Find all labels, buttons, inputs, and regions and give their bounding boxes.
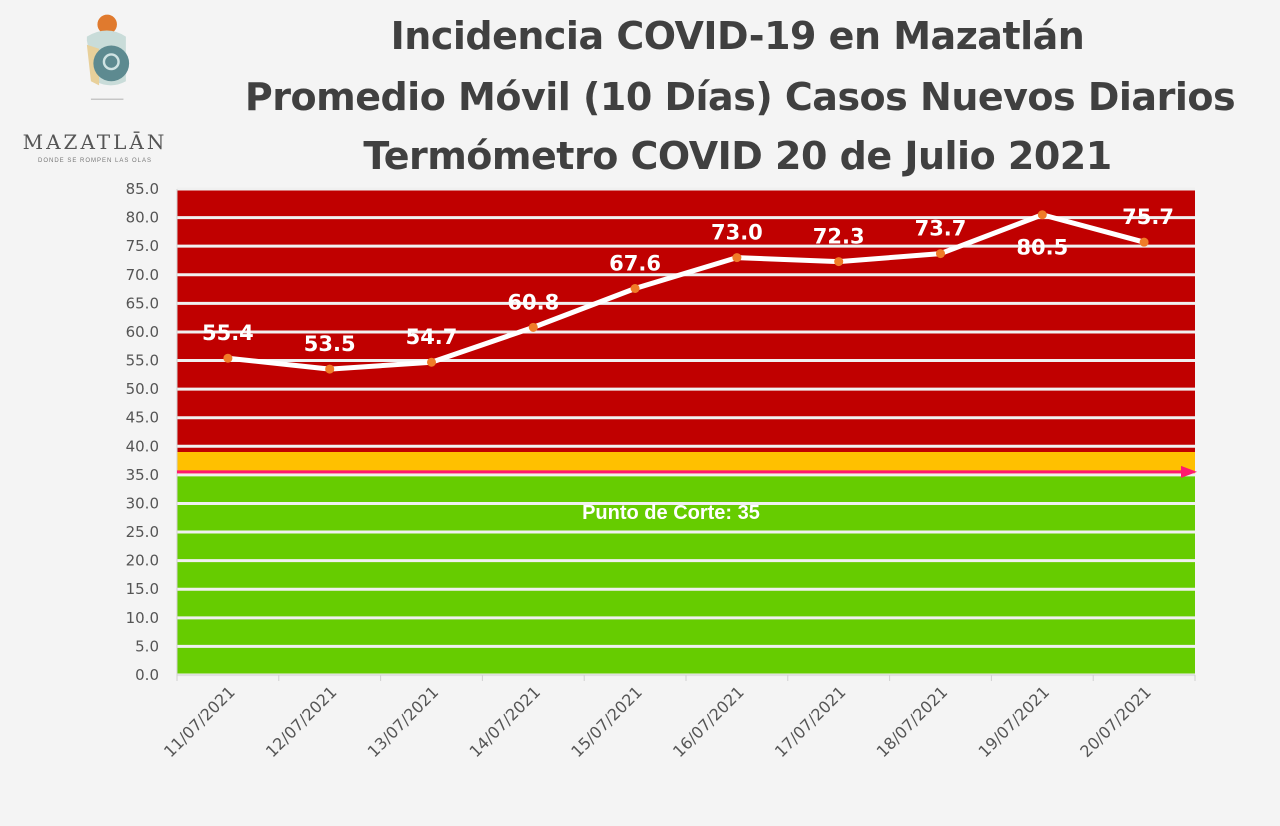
chart-title-line2: Promedio Móvil (10 Días) Casos Nuevos Di… [244, 75, 1236, 119]
data-point [223, 353, 233, 363]
y-tick-label: 40.0 [126, 437, 159, 455]
y-tick-label: 25.0 [126, 523, 159, 541]
series-line [227, 212, 1145, 372]
data-point [630, 283, 640, 293]
y-tick-label: 35.0 [126, 466, 159, 484]
data-label: 60.8 [507, 290, 559, 314]
band-0 [177, 189, 1195, 453]
y-tick-label: 60.0 [126, 323, 159, 341]
y-tick-label: 10.0 [126, 609, 159, 627]
data-point [528, 322, 538, 332]
y-tick-label: 75.0 [126, 237, 159, 255]
x-tick-label: 13/07/2021 [364, 682, 443, 761]
data-point [732, 253, 742, 263]
data-label: 55.4 [202, 321, 254, 345]
chart-title-line1: Incidencia COVID-19 en Mazatlán [390, 14, 1085, 58]
y-tick-label: 15.0 [126, 580, 159, 598]
data-point [834, 257, 844, 267]
data-label: 53.5 [304, 332, 356, 356]
x-tick-label: 20/07/2021 [1076, 682, 1155, 761]
x-tick-label: 17/07/2021 [771, 682, 850, 761]
data-label: 73.7 [915, 217, 967, 241]
y-tick-label: 30.0 [126, 494, 159, 512]
x-tick-label: 18/07/2021 [873, 682, 952, 761]
logo-name: MAZATLĀN [22, 130, 168, 154]
y-tick-label: 70.0 [126, 266, 159, 284]
data-label: 73.0 [711, 221, 763, 245]
data-label: 80.5 [1016, 236, 1068, 260]
x-tick-label: 16/07/2021 [669, 682, 748, 761]
data-point [325, 364, 335, 374]
data-point [427, 357, 436, 367]
y-tick-label: 0.0 [135, 666, 159, 684]
data-point [936, 249, 945, 259]
threshold-arrow-icon [1181, 465, 1197, 478]
logo-tagline: DONDE SE ROMPEN LAS OLAS [37, 158, 153, 164]
y-tick-label: 20.0 [126, 552, 159, 570]
x-tick-label: 12/07/2021 [262, 682, 341, 761]
band-2 [177, 474, 1195, 675]
y-tick-label: 65.0 [126, 294, 159, 312]
x-tick-label: 14/07/2021 [465, 682, 544, 761]
data-label: 67.6 [609, 251, 661, 275]
chart-title-line3: Termómetro COVID 20 de Julio 2021 [363, 134, 1112, 178]
data-point [1037, 210, 1047, 220]
y-tick-label: 85.0 [126, 180, 159, 198]
y-tick-label: 5.0 [135, 637, 159, 655]
band-1 [177, 452, 1195, 475]
threshold-label: Punto de Corte: 35 [582, 502, 760, 524]
y-tick-label: 50.0 [126, 380, 159, 398]
y-tick-label: 55.0 [126, 352, 159, 370]
data-point [1139, 237, 1149, 247]
data-label: 72.3 [813, 225, 865, 249]
x-tick-label: 15/07/2021 [567, 682, 646, 761]
y-tick-label: 80.0 [126, 209, 159, 227]
data-label: 54.7 [406, 325, 458, 349]
y-tick-label: 45.0 [126, 409, 159, 427]
x-tick-label: 19/07/2021 [974, 682, 1053, 761]
mazatlan-logo-icon [86, 14, 130, 100]
x-tick-label: 11/07/2021 [160, 682, 239, 761]
data-label: 75.7 [1122, 205, 1174, 229]
